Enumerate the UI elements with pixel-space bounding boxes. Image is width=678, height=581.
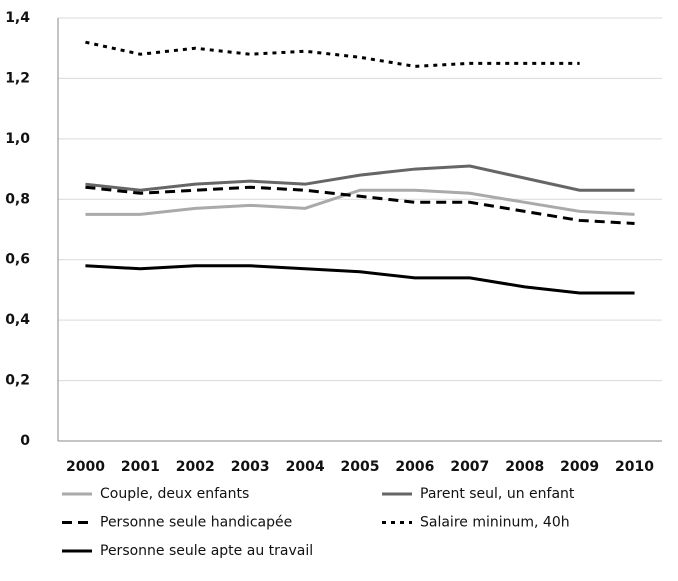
y-tick-label: 1,0 (5, 131, 30, 147)
x-tick-label: 2001 (121, 459, 160, 475)
series-line (85, 264, 635, 295)
x-tick-label: 2006 (395, 459, 434, 475)
x-tick-label: 2007 (450, 459, 489, 475)
x-tick-label: 2002 (176, 459, 215, 475)
y-tick-label: 0,4 (5, 312, 30, 328)
legend-label: Parent seul, un enfant (420, 486, 575, 502)
x-tick-label: 2009 (560, 459, 599, 475)
x-tick-label: 2008 (505, 459, 544, 475)
legend-label: Salaire mininum, 40h (420, 515, 570, 531)
x-tick-label: 2004 (286, 459, 325, 475)
x-tick-label: 2005 (341, 459, 380, 475)
series-line (85, 188, 635, 216)
y-tick-label: 0,8 (5, 191, 30, 207)
series-line (85, 164, 635, 192)
y-tick-label: 0,6 (5, 252, 30, 268)
legend-label: Personne seule apte au travail (100, 543, 313, 559)
x-tick-label: 2003 (231, 459, 270, 475)
y-tick-label: 0,2 (5, 373, 30, 389)
series-line (85, 40, 580, 68)
y-tick-label: 1,4 (5, 10, 30, 26)
series-line (85, 185, 635, 225)
legend-label: Couple, deux enfants (100, 486, 249, 502)
x-tick-label: 2010 (615, 459, 654, 475)
y-tick-label: 1,2 (5, 70, 30, 86)
y-tick-label: 0 (20, 433, 30, 449)
x-tick-label: 2000 (66, 459, 105, 475)
legend-label: Personne seule handicapée (100, 515, 292, 531)
